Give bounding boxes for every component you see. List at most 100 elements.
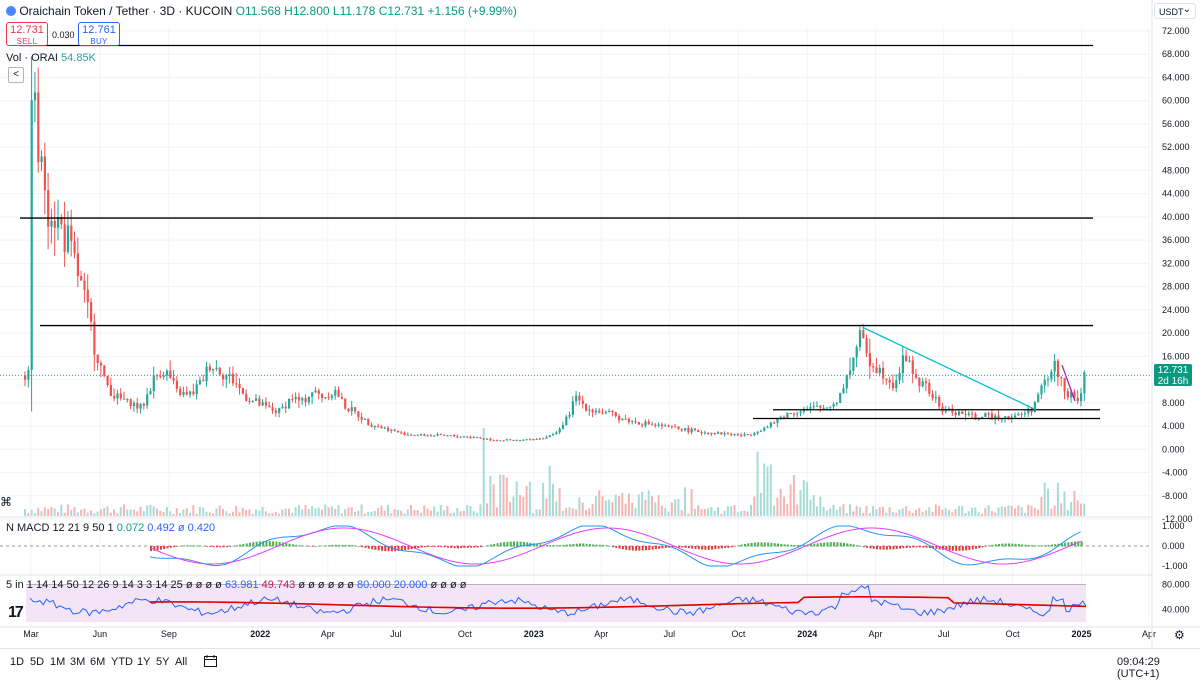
macd-hist-bar [288, 543, 291, 547]
volume-bar [231, 511, 234, 516]
rsi-legend[interactable]: 5 in 1 14 14 50 12 26 9 14 3 3 14 25 ø ø… [6, 579, 467, 591]
time-tick-label: Mar [23, 629, 39, 639]
volume-bar [205, 511, 208, 516]
candle-body [703, 432, 706, 434]
macd-hist-bar [153, 546, 156, 551]
macd-hist-bar [483, 545, 486, 547]
price-tick-label: -4.000 [1162, 468, 1188, 478]
candle-body [759, 430, 763, 432]
symbol-title[interactable]: Oraichain Token / Tether · 3D · KUCOIN [19, 4, 233, 18]
volume-bar [954, 508, 957, 516]
macd-hist-bar [918, 546, 921, 548]
timeframe-5y[interactable]: 5Y [156, 656, 170, 668]
candle-body [195, 384, 198, 395]
candle-body [522, 439, 525, 441]
volume-bar [314, 508, 317, 516]
candle-body [132, 402, 136, 407]
candle-body [416, 434, 419, 436]
buy-button[interactable]: 12.761 BUY [78, 22, 120, 46]
volume-bar [248, 509, 251, 516]
volume-bar [192, 505, 195, 516]
candle-body [964, 413, 967, 415]
timeframe-6m[interactable]: 6M [90, 656, 106, 668]
clock-display[interactable]: 09:04:29 (UTC+1) [1117, 656, 1160, 680]
candle-body [383, 427, 386, 429]
volume-bar [799, 490, 802, 516]
timeframe-1y[interactable]: 1Y [137, 656, 151, 668]
macd-legend[interactable]: N MACD 12 21 9 50 1 0.072 0.492 ø 0.420 [6, 522, 215, 534]
macd-hist-bar [991, 544, 994, 547]
macd-hist-bar [767, 542, 770, 547]
tradingview-logo[interactable]: 17 [8, 604, 24, 621]
volume-bar [568, 507, 571, 516]
calendar-range-icon[interactable] [204, 655, 217, 667]
candle-body [337, 390, 340, 397]
volume-bar [1053, 505, 1056, 516]
candle-body [558, 428, 561, 433]
volume-bar [806, 482, 809, 516]
timeframe-5d[interactable]: 5D [30, 656, 45, 668]
macd-hist-bar [450, 546, 453, 548]
volume-bar [882, 506, 884, 516]
timeframe-1m[interactable]: 1M [50, 656, 66, 668]
sell-button[interactable]: 12.731 SELL [6, 22, 48, 46]
volume-bar [198, 506, 201, 516]
legend-collapse-button[interactable]: < [8, 67, 24, 83]
timeframe-all[interactable]: All [175, 656, 188, 668]
candle-body [621, 418, 624, 421]
chart-canvas[interactable]: 72.000 68.000 64.000 60.000 56.000 52.000 48.0… [0, 0, 1200, 648]
volume-bar [456, 508, 459, 516]
volume-bar [109, 512, 112, 516]
volume-bar [783, 496, 785, 516]
settings-gear-icon[interactable]: ⚙ [1174, 628, 1185, 642]
macd-value-2: 0.492 [147, 522, 175, 534]
macd-hist-bar [826, 542, 829, 547]
timeframe-ytd[interactable]: YTD [111, 656, 133, 668]
macd-hist-bar [694, 546, 697, 549]
macd-hist-bar [965, 546, 968, 551]
volume-bar [225, 511, 228, 516]
candle-body [816, 405, 819, 407]
macd-hist-bar [618, 546, 621, 549]
candle-body [532, 439, 535, 441]
candle-body [789, 413, 792, 415]
macd-hist-bar [291, 544, 294, 547]
volume-bar [212, 513, 215, 516]
volume-bar [1020, 506, 1023, 516]
volume-bar [60, 504, 63, 516]
volume-bar [1017, 505, 1020, 516]
candle-body [845, 374, 848, 389]
currency-selector[interactable]: USDT [1154, 2, 1196, 19]
macd-hist-bar [222, 546, 225, 548]
candle-body [618, 416, 621, 421]
timeframe-1d[interactable]: 1D [10, 656, 25, 668]
price-tick-label: 68.000 [1162, 49, 1190, 59]
candle-body [773, 422, 776, 424]
price-tick-label: 24.000 [1162, 305, 1190, 315]
volume-bar [284, 508, 287, 516]
macd-hist-bar [156, 546, 159, 551]
volume-bar [172, 513, 175, 516]
volume-bar [423, 505, 426, 516]
sell-price: 12.731 [10, 24, 44, 36]
volume-bar [50, 507, 53, 516]
candle-body [855, 347, 858, 358]
volume-bar [1063, 491, 1066, 516]
volume-bar [1083, 503, 1086, 516]
volume-bar [832, 504, 835, 516]
volume-legend[interactable]: Vol · ORAI 54.85K [6, 52, 96, 64]
macd-hist-bar [536, 543, 539, 547]
macd-hist-bar [836, 542, 839, 547]
volume-bar [459, 511, 462, 516]
volume-bar [964, 513, 967, 516]
candle-body [192, 391, 195, 395]
macd-hist-bar [579, 543, 581, 547]
macd-hist-bar [905, 546, 908, 548]
drawing-tool-icon[interactable]: ⌘ [0, 495, 12, 509]
volume-bar [264, 511, 267, 516]
candle-body [911, 360, 914, 375]
volume-bar [924, 510, 927, 516]
candle-body [786, 413, 789, 418]
timeframe-3m[interactable]: 3M [70, 656, 86, 668]
volume-bar [99, 509, 102, 516]
